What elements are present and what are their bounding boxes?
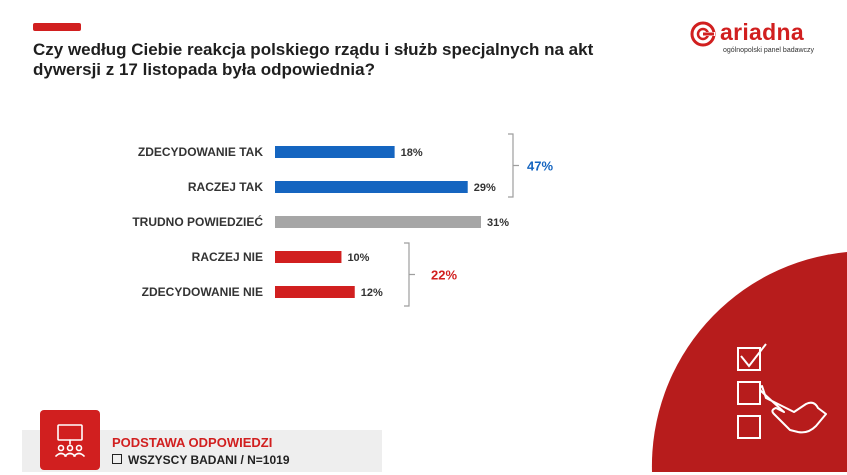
ariadna-logo-icon bbox=[690, 21, 716, 47]
presentation-icon bbox=[55, 424, 85, 457]
value-label: 31% bbox=[487, 217, 509, 229]
category-label: ZDECYDOWANIE NIE bbox=[142, 285, 263, 299]
bar bbox=[275, 251, 342, 263]
base-icon-box bbox=[40, 410, 100, 470]
checkbox-icon bbox=[112, 454, 122, 464]
base-title: PODSTAWA ODPOWIEDZI bbox=[112, 435, 273, 450]
category-label: RACZEJ TAK bbox=[188, 180, 263, 194]
category-label: RACZEJ NIE bbox=[192, 250, 263, 264]
logo-wordmark: ariadna bbox=[720, 19, 804, 45]
chart-title: Czy według Ciebie reakcja polskiego rząd… bbox=[33, 40, 594, 79]
base-sample: WSZYSCY BADANI / N=1019 bbox=[112, 453, 290, 467]
value-label: 29% bbox=[474, 182, 496, 194]
bar bbox=[275, 181, 468, 193]
value-label: 10% bbox=[347, 252, 369, 264]
group-total-label: 47% bbox=[527, 159, 553, 174]
checklist-icon bbox=[737, 343, 767, 439]
top-accent-bar bbox=[33, 23, 81, 31]
group-bracket bbox=[404, 242, 415, 307]
bar-chart: ZDECYDOWANIE TAK 18% RACZEJ TAK 29% TRUDNO P… bbox=[132, 133, 553, 307]
group-total-label: 22% bbox=[431, 268, 457, 283]
ariadna-logo: ariadna ogólnopolski panel badawczy bbox=[690, 18, 830, 58]
value-label: 18% bbox=[401, 147, 423, 159]
value-label: 12% bbox=[361, 287, 383, 299]
bar bbox=[275, 216, 481, 228]
category-label: ZDECYDOWANIE TAK bbox=[138, 145, 263, 159]
category-label: TRUDNO POWIEDZIEĆ bbox=[132, 214, 263, 229]
group-bracket bbox=[508, 133, 519, 198]
logo-tagline: ogólnopolski panel badawczy bbox=[723, 47, 815, 54]
bar bbox=[275, 146, 395, 158]
bar bbox=[275, 286, 355, 298]
pointing-hand-icon bbox=[759, 385, 827, 434]
base-sample-text: WSZYSCY BADANI / N=1019 bbox=[128, 453, 290, 467]
